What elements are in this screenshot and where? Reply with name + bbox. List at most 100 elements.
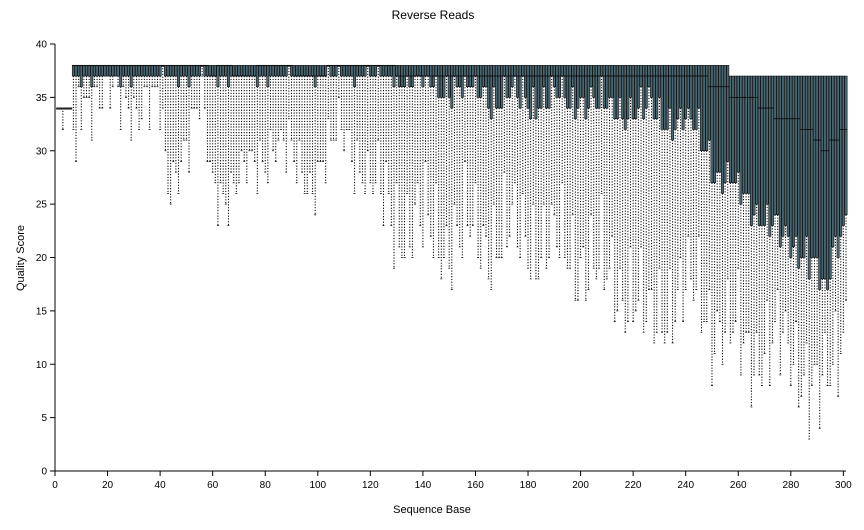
box-288 bbox=[810, 75, 814, 258]
x-tick-label-180: 180 bbox=[520, 480, 537, 491]
box-47 bbox=[177, 65, 180, 87]
y-tick-label-10: 10 bbox=[36, 360, 48, 371]
box-26 bbox=[121, 65, 125, 77]
box-110 bbox=[342, 65, 346, 77]
x-tick-label-160: 160 bbox=[467, 480, 484, 491]
box-301 bbox=[844, 75, 848, 216]
box-49 bbox=[182, 65, 186, 77]
box-225 bbox=[644, 65, 648, 109]
box-31 bbox=[135, 65, 138, 77]
box-29 bbox=[129, 65, 133, 87]
box-296 bbox=[831, 75, 835, 248]
box-209 bbox=[602, 65, 606, 109]
box-14 bbox=[90, 65, 94, 87]
box-45 bbox=[171, 65, 175, 77]
box-234 bbox=[668, 65, 672, 109]
box-7 bbox=[71, 65, 75, 77]
box-224 bbox=[642, 65, 646, 119]
box-55 bbox=[198, 65, 201, 77]
box-215 bbox=[618, 65, 622, 98]
chart-title: Reverse Reads bbox=[392, 8, 475, 22]
box-291 bbox=[818, 75, 822, 290]
box-285 bbox=[802, 75, 806, 258]
box-152 bbox=[453, 65, 456, 77]
box-247 bbox=[702, 65, 706, 151]
box-92 bbox=[295, 65, 299, 77]
box-267 bbox=[755, 75, 759, 205]
box-8 bbox=[74, 65, 78, 77]
box-263 bbox=[744, 75, 748, 194]
box-13 bbox=[87, 65, 91, 77]
box-261 bbox=[739, 75, 743, 205]
box-194 bbox=[563, 65, 567, 98]
box-50 bbox=[184, 65, 188, 77]
box-84 bbox=[274, 65, 278, 77]
box-242 bbox=[689, 65, 693, 119]
box-73 bbox=[245, 65, 249, 77]
box-9 bbox=[77, 65, 81, 77]
box-254 bbox=[721, 65, 724, 194]
box-214 bbox=[615, 65, 619, 119]
x-tick-label-120: 120 bbox=[362, 480, 379, 491]
box-250 bbox=[710, 65, 714, 184]
box-124 bbox=[379, 65, 383, 77]
box-284 bbox=[799, 75, 803, 258]
box-262 bbox=[742, 75, 745, 194]
box-222 bbox=[636, 65, 640, 109]
box-185 bbox=[539, 65, 543, 109]
box-175 bbox=[513, 65, 517, 77]
box-54 bbox=[195, 65, 199, 77]
y-tick-label-5: 5 bbox=[41, 413, 47, 424]
box-253 bbox=[718, 65, 722, 173]
y-tick-label-40: 40 bbox=[36, 40, 48, 51]
box-82 bbox=[269, 65, 272, 77]
box-206 bbox=[594, 65, 598, 109]
box-77 bbox=[255, 65, 259, 87]
box-208 bbox=[600, 65, 604, 77]
box-279 bbox=[786, 75, 790, 237]
box-218 bbox=[626, 65, 630, 119]
box-58 bbox=[205, 65, 209, 77]
box-88 bbox=[284, 65, 288, 77]
box-146 bbox=[437, 65, 441, 98]
box-67 bbox=[229, 65, 233, 77]
box-115 bbox=[355, 65, 359, 77]
box-102 bbox=[321, 65, 325, 77]
y-tick-label-25: 25 bbox=[36, 200, 48, 211]
x-tick-label-300: 300 bbox=[835, 480, 852, 491]
y-tick-label-20: 20 bbox=[36, 253, 48, 264]
box-80 bbox=[263, 65, 267, 77]
box-52 bbox=[190, 65, 194, 77]
box-189 bbox=[550, 65, 554, 77]
box-23 bbox=[114, 65, 117, 77]
box-274 bbox=[773, 75, 777, 216]
box-241 bbox=[686, 65, 690, 109]
y-tick-label-30: 30 bbox=[36, 146, 48, 157]
box-293 bbox=[823, 75, 827, 280]
box-179 bbox=[523, 65, 527, 98]
box-240 bbox=[684, 65, 688, 119]
y-axis-label: Quality Score bbox=[15, 225, 27, 291]
box-147 bbox=[439, 65, 443, 98]
box-268 bbox=[757, 75, 761, 226]
box-169 bbox=[497, 65, 501, 109]
x-tick-label-20: 20 bbox=[102, 480, 114, 491]
box-275 bbox=[776, 75, 780, 216]
box-280 bbox=[789, 75, 793, 258]
box-40 bbox=[158, 65, 162, 77]
box-265 bbox=[749, 75, 753, 226]
box-27 bbox=[124, 65, 128, 77]
box-289 bbox=[813, 75, 816, 258]
box-173 bbox=[508, 65, 512, 98]
x-tick-label-240: 240 bbox=[677, 480, 694, 491]
box-260 bbox=[736, 75, 740, 173]
box-20 bbox=[106, 65, 109, 77]
box-62 bbox=[216, 65, 220, 87]
box-127 bbox=[387, 65, 391, 77]
box-121 bbox=[371, 65, 375, 77]
box-210 bbox=[605, 65, 609, 109]
box-96 bbox=[305, 65, 309, 77]
box-72 bbox=[242, 65, 246, 77]
